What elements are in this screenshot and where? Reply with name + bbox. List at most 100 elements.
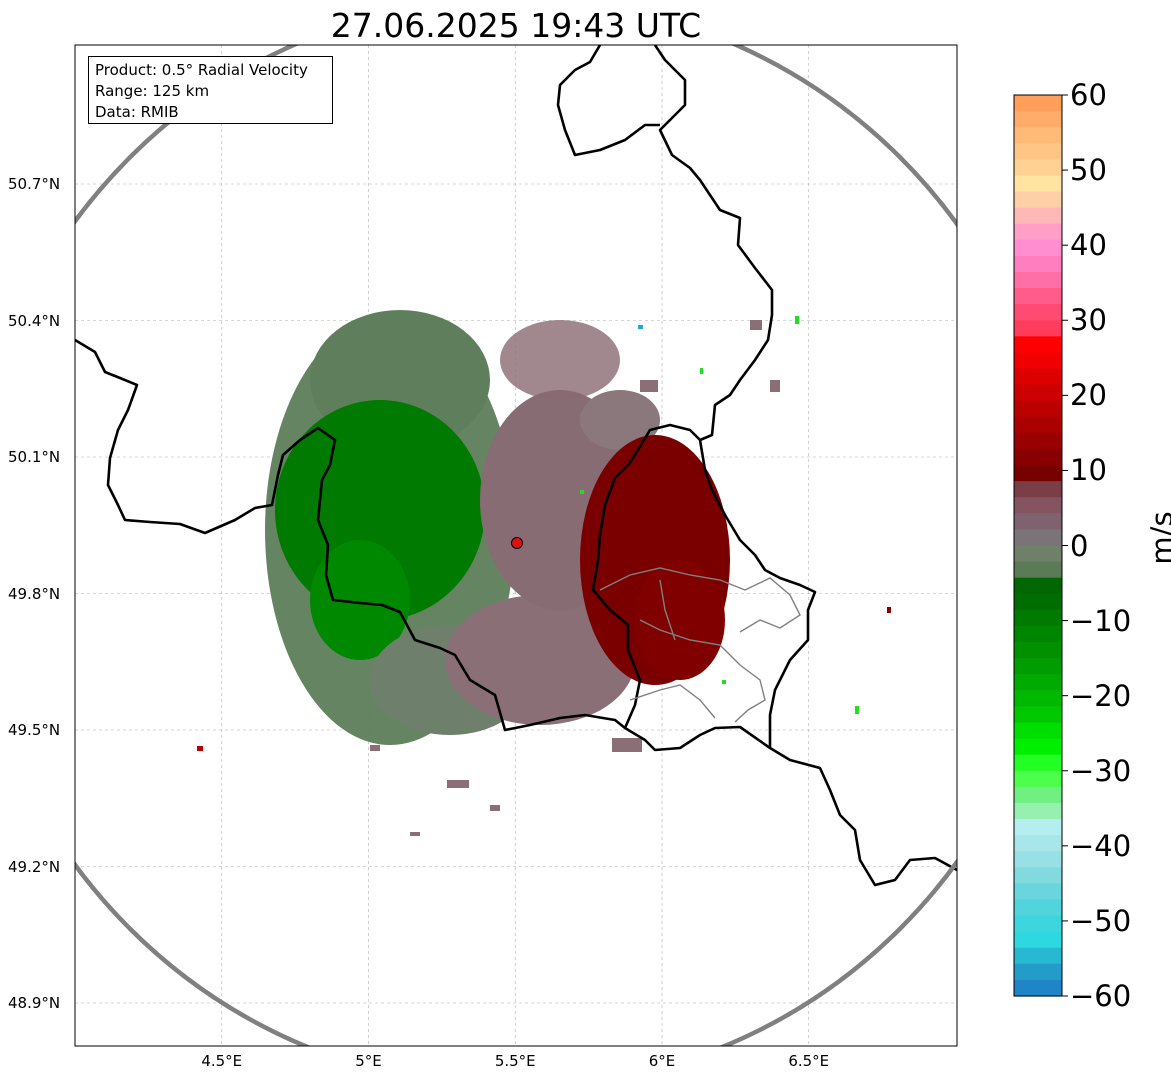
info-product: Product: 0.5° Radial Velocity bbox=[95, 61, 308, 79]
colorbar-tick-label: 60 bbox=[1070, 78, 1107, 112]
colorbar-segment bbox=[1014, 111, 1062, 128]
colorbar-segment bbox=[1014, 336, 1062, 354]
colorbar-segment bbox=[1014, 175, 1062, 193]
colorbar-tick-label: 20 bbox=[1070, 378, 1107, 413]
colorbar-segment bbox=[1014, 867, 1062, 884]
lon-tick-label: 4.5°E bbox=[201, 1052, 243, 1070]
colorbar bbox=[1014, 95, 1062, 997]
lon-tick-label: 5.5°E bbox=[494, 1052, 536, 1070]
lat-tick-label: 49.8°N bbox=[8, 584, 61, 603]
colorbar-segment bbox=[1014, 947, 1062, 965]
colorbar-segment bbox=[1014, 561, 1062, 579]
colorbar-segment bbox=[1014, 786, 1062, 804]
colorbar-segment bbox=[1014, 883, 1062, 901]
colorbar-segment bbox=[1014, 690, 1062, 707]
echo-gray-north bbox=[580, 390, 660, 450]
colorbar-segment bbox=[1014, 915, 1062, 933]
colorbar-tick-label: 10 bbox=[1070, 453, 1107, 488]
colorbar-segment bbox=[1014, 159, 1062, 177]
colorbar-segment bbox=[1014, 127, 1062, 144]
radar-site-marker bbox=[511, 537, 523, 549]
colorbar-segment bbox=[1014, 384, 1062, 402]
colorbar-segment bbox=[1014, 979, 1062, 997]
colorbar-segment bbox=[1014, 207, 1062, 225]
info-range: Range: 125 km bbox=[95, 82, 210, 100]
colorbar-segment bbox=[1014, 963, 1062, 981]
colorbar-tick-marks bbox=[1062, 94, 1068, 997]
lon-tick-label: 5°E bbox=[355, 1052, 382, 1070]
colorbar-segment bbox=[1014, 770, 1062, 788]
colorbar-segment bbox=[1014, 95, 1062, 112]
colorbar-segment bbox=[1014, 706, 1062, 724]
colorbar-segment bbox=[1014, 497, 1062, 514]
colorbar-segment bbox=[1014, 609, 1062, 627]
colorbar-segment bbox=[1014, 465, 1062, 482]
colorbar-segment bbox=[1014, 432, 1062, 450]
colorbar-tick-label: −10 bbox=[1070, 603, 1132, 638]
colorbar-segment bbox=[1014, 304, 1062, 321]
colorbar-segment bbox=[1014, 352, 1062, 370]
map-title: 27.06.2025 19:43 UTC bbox=[330, 6, 702, 45]
lon-tick-label: 6°E bbox=[648, 1052, 676, 1070]
colorbar-segment bbox=[1014, 545, 1062, 563]
lat-tick-label: 50.7°N bbox=[8, 175, 61, 193]
echo-green-core2 bbox=[310, 540, 410, 660]
map-frame bbox=[74, 44, 958, 1047]
colorbar-segment bbox=[1014, 513, 1062, 531]
colorbar-segment bbox=[1014, 625, 1062, 643]
colorbar-segment bbox=[1014, 642, 1062, 659]
colorbar-segment bbox=[1014, 368, 1062, 386]
lon-tick-label: 6.5°E bbox=[788, 1052, 830, 1070]
colorbar-segment bbox=[1014, 819, 1062, 836]
colorbar-segment bbox=[1014, 577, 1062, 595]
colorbar-segment bbox=[1014, 416, 1062, 434]
colorbar-segment bbox=[1014, 448, 1062, 466]
colorbar-tick-label: −40 bbox=[1070, 828, 1132, 863]
colorbar-tick-label: −20 bbox=[1070, 678, 1132, 713]
colorbar-segment bbox=[1014, 658, 1062, 675]
colorbar-unit-label: m/s bbox=[1145, 511, 1171, 565]
colorbar-segment bbox=[1014, 754, 1062, 772]
lat-tick-label: 49.2°N bbox=[8, 857, 61, 876]
echo-speckles bbox=[580, 316, 859, 714]
colorbar-tick-label: 0 bbox=[1070, 528, 1089, 563]
echo-speck-red2 bbox=[887, 607, 891, 613]
colorbar-segment bbox=[1014, 271, 1062, 289]
colorbar-segment bbox=[1014, 320, 1062, 337]
lat-tick-label: 48.9°N bbox=[8, 994, 61, 1012]
colorbar-segment bbox=[1014, 239, 1062, 257]
echo-speck-blue bbox=[638, 325, 643, 329]
colorbar-segment bbox=[1014, 288, 1062, 305]
echo-speck-red bbox=[197, 746, 203, 751]
colorbar-segment bbox=[1014, 255, 1062, 273]
echo-scatter bbox=[370, 320, 780, 836]
colorbar-segment bbox=[1014, 143, 1062, 160]
colorbar-tick-label: 40 bbox=[1070, 228, 1107, 263]
colorbar-segment bbox=[1014, 931, 1062, 949]
colorbar-segment bbox=[1014, 481, 1062, 498]
echo-red-south bbox=[635, 560, 725, 680]
colorbar-tick-label: −50 bbox=[1070, 903, 1132, 938]
lat-tick-label: 50.1°N bbox=[8, 448, 61, 466]
colorbar-tick-label: −60 bbox=[1070, 979, 1132, 1013]
colorbar-segment bbox=[1014, 738, 1062, 756]
colorbar-segment bbox=[1014, 400, 1062, 418]
colorbar-segment bbox=[1014, 802, 1062, 820]
country-borders bbox=[75, 45, 957, 887]
colorbar-segment bbox=[1014, 722, 1062, 740]
lat-tick-label: 50.4°N bbox=[8, 311, 61, 330]
colorbar-segment bbox=[1014, 851, 1062, 868]
echo-neutral-north bbox=[500, 320, 620, 400]
lat-tick-label: 49.5°N bbox=[8, 721, 61, 739]
colorbar-segment bbox=[1014, 593, 1062, 611]
product-info-box: Product: 0.5° Radial Velocity Range: 125… bbox=[88, 56, 333, 124]
colorbar-segment bbox=[1014, 674, 1062, 691]
colorbar-tick-label: −30 bbox=[1070, 753, 1132, 788]
colorbar-segment bbox=[1014, 835, 1062, 852]
colorbar-tick-label: 50 bbox=[1070, 153, 1107, 188]
regional-borders bbox=[599, 567, 801, 723]
colorbar-segment bbox=[1014, 223, 1062, 241]
info-data-source: Data: RMIB bbox=[95, 103, 179, 121]
colorbar-segment bbox=[1014, 191, 1062, 209]
